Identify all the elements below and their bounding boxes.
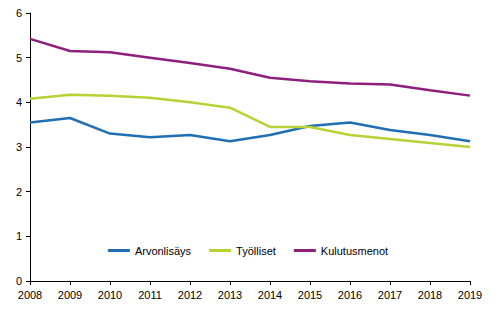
svg-text:2017: 2017 <box>378 289 402 301</box>
svg-text:2019: 2019 <box>458 289 482 301</box>
svg-text:Kulutusmenot: Kulutusmenot <box>321 245 388 257</box>
svg-text:3: 3 <box>16 141 22 153</box>
svg-text:2011: 2011 <box>138 289 162 301</box>
svg-text:2013: 2013 <box>218 289 242 301</box>
svg-text:2009: 2009 <box>58 289 82 301</box>
svg-text:2015: 2015 <box>298 289 322 301</box>
svg-text:2016: 2016 <box>338 289 362 301</box>
svg-text:2018: 2018 <box>418 289 442 301</box>
svg-text:2012: 2012 <box>178 289 202 301</box>
svg-text:Arvonlisäys: Arvonlisäys <box>135 245 192 257</box>
svg-text:0: 0 <box>16 275 22 287</box>
svg-text:2: 2 <box>16 186 22 198</box>
svg-text:2008: 2008 <box>18 289 42 301</box>
svg-text:1: 1 <box>16 230 22 242</box>
svg-text:4: 4 <box>16 96 22 108</box>
svg-text:5: 5 <box>16 52 22 64</box>
svg-text:6: 6 <box>16 7 22 19</box>
svg-text:2010: 2010 <box>98 289 122 301</box>
svg-text:2014: 2014 <box>258 289 282 301</box>
svg-text:Työlliset: Työlliset <box>236 245 276 257</box>
